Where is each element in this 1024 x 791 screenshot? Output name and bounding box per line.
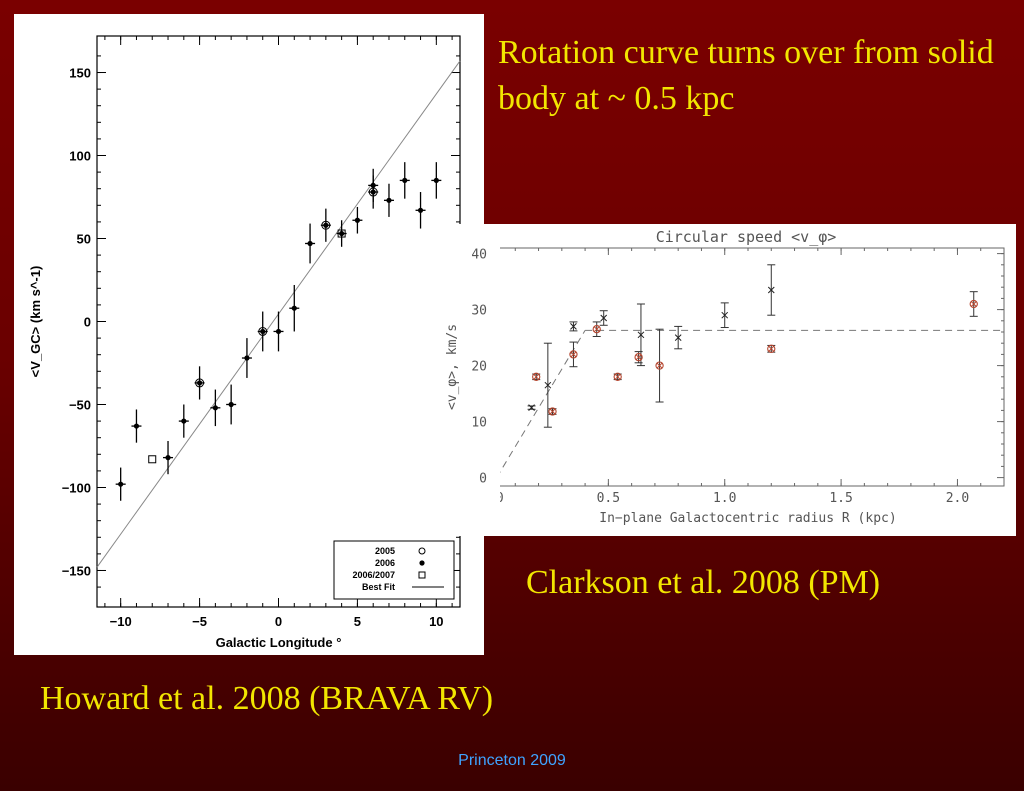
x-marker-stroke (768, 345, 775, 352)
y-tick-label: 0 (479, 472, 487, 487)
x-tick-label: −5 (192, 614, 207, 629)
y-tick-label: −50 (69, 397, 91, 412)
x-marker-stroke (549, 408, 556, 415)
data-point-circle (767, 344, 776, 353)
brava-chart-panel: −10 −5 0 5 10 −150 −100 −50 0 50 100 150 Galactic Lo… (14, 14, 484, 655)
y-tick-label: 30 (471, 304, 487, 319)
data-point-2005 (368, 187, 378, 197)
data-point-2006 (417, 207, 424, 213)
overlay-background (440, 224, 500, 536)
x-marker-stroke (637, 331, 645, 339)
data-point-circle (569, 350, 578, 359)
x-marker-stroke (674, 334, 682, 341)
data-point-2006 (165, 455, 171, 461)
x-marker-stroke (970, 301, 977, 307)
y-tick-label: 40 (471, 248, 487, 263)
legend-label: 2006 (375, 558, 395, 568)
x-marker-stroke (767, 286, 775, 294)
legend-label: 2005 (375, 546, 395, 556)
y-tick-label: 50 (77, 232, 91, 247)
data-point-2006-2007 (337, 229, 346, 238)
data-point-2006 (275, 328, 282, 335)
x-tick-label: 5 (354, 614, 361, 629)
x-tick-label: 2.0 (946, 491, 969, 506)
data-point-2005 (321, 220, 331, 230)
data-point-circle (969, 299, 978, 309)
y-tick-label: 10 (471, 416, 487, 431)
legend-marker-2006-2007 (418, 571, 426, 579)
x-marker-stroke (614, 373, 621, 380)
data-point-circle (634, 353, 643, 362)
data-point-2006 (339, 230, 345, 237)
chart-title: Circular speed <v_φ> (656, 228, 837, 246)
data-point-2006 (118, 481, 124, 487)
data-point-2006 (307, 240, 313, 247)
footer-text: Princeton 2009 (458, 752, 566, 769)
headline: Rotation curve turns over from solid bod… (498, 34, 994, 117)
model-rise-line (496, 330, 586, 478)
x-marker-stroke (570, 351, 577, 358)
plot-frame (491, 247, 1005, 487)
data-point-2006 (244, 355, 250, 361)
legend-label: Best Fit (362, 582, 395, 592)
x-axis-label: In−plane Galactocentric radius R (kpc) (599, 511, 896, 526)
caption-clarkson: Clarkson et al. 2008 (PM) (526, 564, 881, 601)
data-point-2006 (181, 418, 187, 424)
data-point-2006 (402, 177, 408, 184)
y-axis-label: <V_GC> (km s^-1) (28, 266, 43, 378)
x-marker-stroke (600, 314, 608, 322)
data-point-2006-2007 (148, 455, 157, 464)
y-tick-label: 20 (471, 360, 487, 375)
y-tick-label: 150 (69, 66, 91, 81)
x-marker-stroke (544, 381, 552, 389)
y-tick-label: 100 (69, 149, 91, 164)
data-point-2006 (212, 405, 218, 411)
legend-label: 2006/2007 (352, 570, 395, 580)
legend-marker-2006 (419, 560, 425, 566)
y-axis-label: <v_φ>, km/s (445, 324, 460, 410)
x-axis-label: Galactic Longitude ° (216, 635, 342, 650)
data-point-2006 (133, 423, 140, 429)
x-tick-label: 10 (429, 614, 443, 629)
x-tick-label: 0.5 (597, 491, 620, 506)
clarkson-y-axis-overlay: 0 10 20 30 40 <v_φ>, km/s (440, 224, 500, 536)
x-tick-label: 1.0 (713, 491, 736, 506)
data-point-2006 (228, 401, 234, 408)
x-marker-stroke (533, 373, 540, 380)
y-tick-label: 0 (84, 315, 91, 330)
data-point-circle (532, 372, 541, 381)
data-point-circle (613, 372, 622, 381)
data-point-2006 (386, 197, 392, 203)
data-point-2006 (433, 177, 439, 184)
data-point-circle (548, 407, 557, 416)
caption-howard: Howard et al. 2008 (BRAVA RV) (40, 680, 494, 717)
x-tick-label: −10 (110, 614, 132, 629)
x-marker-stroke (528, 404, 535, 411)
data-point-2005 (258, 326, 268, 336)
data-point-2006 (323, 222, 329, 228)
x-tick-label: 0 (275, 614, 282, 629)
x-tick-label: 1.5 (829, 491, 852, 506)
data-point-2006 (354, 217, 361, 223)
x-marker-stroke (635, 354, 642, 361)
x-marker-stroke (570, 323, 577, 330)
data-point-2005 (195, 378, 205, 388)
x-marker-stroke (656, 362, 663, 369)
data-point-2006 (260, 328, 266, 335)
x-marker-stroke (721, 311, 729, 319)
y-tick-label: −150 (62, 563, 91, 578)
legend-box (333, 540, 455, 600)
y-tick-label: −100 (62, 480, 91, 495)
legend-marker-2005 (418, 547, 426, 555)
data-point-circle (592, 325, 601, 334)
data-point-2006 (370, 189, 376, 195)
data-point-2006 (291, 305, 297, 311)
data-point-circle (655, 361, 664, 370)
data-point-2006 (196, 380, 203, 386)
x-marker-stroke (593, 326, 600, 333)
